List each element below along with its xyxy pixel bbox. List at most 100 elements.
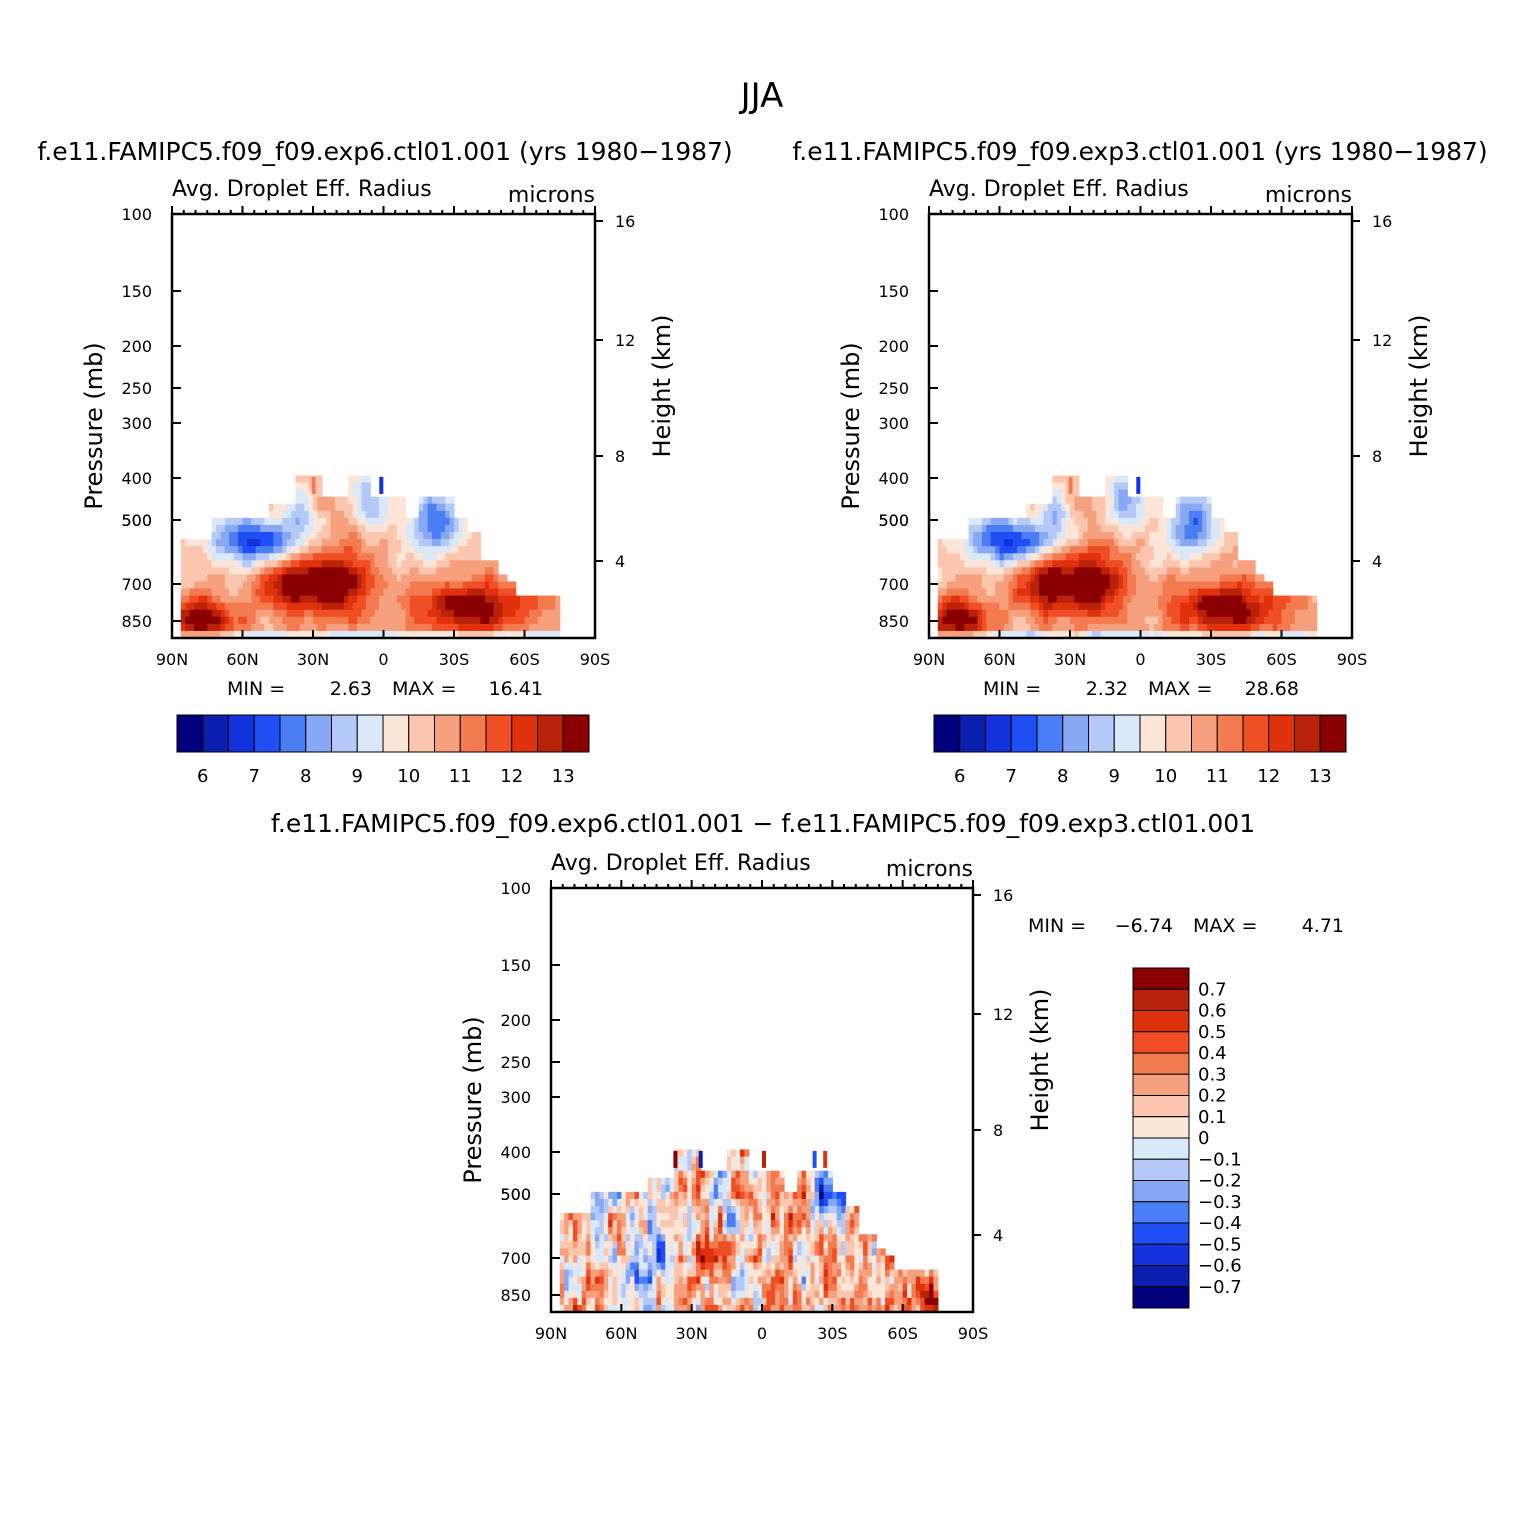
field-cell bbox=[321, 630, 327, 639]
field-cell bbox=[792, 1198, 798, 1207]
field-cell bbox=[564, 1213, 570, 1221]
field-cell bbox=[387, 496, 393, 505]
field-cell bbox=[352, 630, 358, 639]
field-cell bbox=[951, 574, 957, 583]
field-cell bbox=[999, 616, 1005, 625]
field-cell bbox=[744, 1262, 750, 1271]
field-cell bbox=[968, 560, 974, 568]
field-cell bbox=[696, 1276, 702, 1285]
field-cell bbox=[577, 1213, 583, 1221]
field-cell bbox=[911, 1283, 917, 1292]
field-cell bbox=[273, 574, 279, 583]
field-cell bbox=[357, 560, 363, 568]
field-cell bbox=[1078, 532, 1084, 540]
field-cell bbox=[656, 1191, 662, 1200]
field-cell bbox=[194, 616, 200, 625]
field-cell bbox=[238, 539, 244, 547]
field-cell bbox=[827, 1241, 833, 1249]
field-cell bbox=[977, 595, 983, 604]
field-cell bbox=[696, 1213, 702, 1221]
field-cell bbox=[1171, 623, 1177, 632]
field-cell bbox=[207, 616, 213, 625]
field-cell bbox=[264, 581, 270, 590]
field-cell bbox=[480, 581, 486, 590]
field-cell bbox=[357, 524, 363, 533]
field-cell bbox=[299, 581, 305, 590]
field-cell bbox=[264, 539, 270, 547]
field-cell bbox=[1052, 475, 1058, 484]
field-cell bbox=[207, 567, 213, 575]
field-cell bbox=[207, 609, 213, 618]
field-cell bbox=[1294, 616, 1300, 625]
field-cell bbox=[383, 567, 389, 575]
field-cell bbox=[471, 588, 477, 597]
field-cell bbox=[876, 1276, 882, 1285]
field-cell bbox=[1153, 560, 1159, 568]
field-cell bbox=[379, 623, 385, 632]
field-cell bbox=[542, 602, 548, 611]
field-cell bbox=[810, 1262, 816, 1271]
field-cell bbox=[255, 546, 261, 554]
field-cell bbox=[713, 1170, 719, 1179]
field-cell bbox=[766, 1170, 772, 1179]
field-cell bbox=[1250, 623, 1256, 632]
field-cell bbox=[1219, 546, 1225, 554]
field-cell bbox=[467, 574, 473, 583]
field-cell bbox=[995, 532, 1001, 540]
field-cell bbox=[1039, 609, 1045, 618]
field-cell bbox=[216, 560, 222, 568]
field-cell bbox=[911, 1297, 917, 1306]
field-cell bbox=[189, 560, 195, 568]
field-cell bbox=[968, 539, 974, 547]
field-cell bbox=[643, 1198, 649, 1207]
field-cell bbox=[194, 595, 200, 604]
field-cell bbox=[1003, 630, 1009, 639]
field-cell bbox=[709, 1283, 715, 1292]
field-cell bbox=[1061, 475, 1067, 484]
field-cell bbox=[797, 1290, 803, 1299]
field-cell bbox=[805, 1213, 811, 1221]
field-cell bbox=[550, 630, 556, 639]
field-cell bbox=[687, 1206, 693, 1214]
field-cell bbox=[198, 630, 204, 639]
field-cell bbox=[321, 503, 327, 512]
field-cell bbox=[885, 1262, 891, 1271]
field-cell bbox=[528, 595, 534, 604]
field-cell bbox=[665, 1290, 671, 1299]
field-cell bbox=[211, 581, 217, 590]
field-cell bbox=[1184, 567, 1190, 575]
field-cell bbox=[290, 574, 296, 583]
field-cell bbox=[216, 539, 222, 547]
field-cell bbox=[1096, 503, 1102, 512]
y-tick-label: 200 bbox=[121, 337, 152, 356]
field-cell bbox=[634, 1227, 640, 1235]
field-cell bbox=[713, 1304, 719, 1313]
field-cell bbox=[268, 623, 274, 632]
field-cell bbox=[220, 539, 226, 547]
field-cell bbox=[577, 1283, 583, 1292]
field-cell bbox=[691, 1177, 697, 1186]
field-cell bbox=[955, 588, 961, 597]
field-cell bbox=[1202, 560, 1208, 568]
field-cell bbox=[326, 616, 332, 625]
field-cell bbox=[1140, 574, 1146, 583]
field-cell bbox=[1100, 496, 1106, 505]
field-cell bbox=[590, 1304, 596, 1313]
field-cell bbox=[827, 1283, 833, 1292]
field-cell bbox=[849, 1283, 855, 1292]
field-cell bbox=[1202, 496, 1208, 505]
field-cell bbox=[431, 609, 437, 618]
field-cell bbox=[880, 1255, 886, 1264]
field-cell bbox=[731, 1248, 737, 1257]
field-cell bbox=[643, 1241, 649, 1249]
field-cell bbox=[797, 1276, 803, 1285]
field-cell bbox=[559, 1283, 565, 1292]
field-cell bbox=[995, 623, 1001, 632]
field-cell bbox=[1144, 623, 1150, 632]
field-cell bbox=[1171, 517, 1177, 526]
field-cell bbox=[986, 517, 992, 526]
field-cell bbox=[348, 574, 354, 583]
field-cell bbox=[427, 616, 433, 625]
field-cell bbox=[682, 1170, 688, 1179]
